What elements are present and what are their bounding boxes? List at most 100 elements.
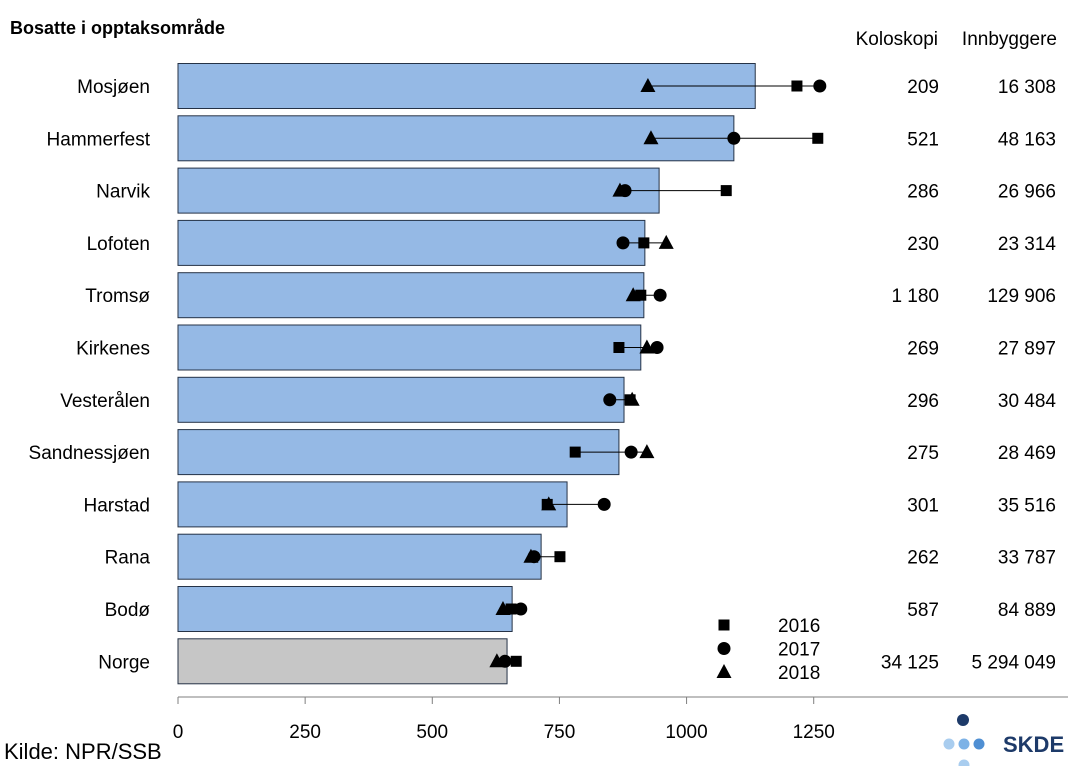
marker-2017 — [813, 79, 827, 93]
marker-2017 — [624, 445, 638, 459]
innbyggere-value: 5 294 049 — [971, 652, 1056, 673]
legend-marker-2017 — [717, 642, 731, 655]
column-header-koloskopi: Koloskopi — [856, 29, 938, 50]
marker-2016 — [510, 655, 522, 667]
koloskopi-value: 269 — [907, 339, 939, 360]
koloskopi-value: 1 180 — [891, 286, 939, 307]
bar — [177, 429, 620, 476]
innbyggere-value: 33 787 — [998, 548, 1056, 569]
category-label: Sandnessjøen — [29, 443, 150, 464]
innbyggere-value: 23 314 — [998, 234, 1057, 255]
marker-2016 — [554, 551, 566, 563]
logo-text: SKDE — [1003, 732, 1064, 757]
bar-reference — [177, 638, 508, 685]
innbyggere-value: 26 966 — [998, 182, 1056, 203]
x-tick-label: 1250 — [793, 722, 835, 743]
marker-2017 — [514, 602, 528, 616]
marker-2018 — [495, 601, 511, 615]
marker-2018 — [625, 287, 641, 302]
logo-dot — [943, 738, 955, 750]
category-label: Lofoten — [87, 234, 150, 255]
category-label: Harstad — [83, 495, 150, 516]
koloskopi-value: 34 125 — [881, 652, 939, 673]
legend-marker-2016 — [718, 619, 730, 631]
skde-logo: SKDE — [943, 714, 1064, 766]
marker-2016 — [569, 446, 581, 458]
marker-2017 — [653, 288, 667, 302]
marker-2018 — [612, 182, 628, 197]
marker-2017 — [603, 393, 617, 407]
koloskopi-value: 275 — [907, 443, 939, 464]
koloskopi-value: 296 — [907, 391, 939, 412]
koloskopi-value: 521 — [907, 129, 939, 150]
marker-2018 — [658, 234, 674, 249]
marker-2017 — [616, 236, 630, 250]
chart-title: Bosatte i opptaksområde — [10, 18, 225, 38]
bar — [177, 272, 645, 319]
bars — [177, 63, 756, 685]
category-label: Tromsø — [85, 286, 150, 307]
innbyggere-value: 16 308 — [998, 77, 1056, 98]
marker-2017 — [650, 341, 664, 354]
logo-dot — [958, 759, 970, 766]
bar — [177, 376, 625, 423]
legend-label: 2016 — [778, 616, 820, 637]
category-labels: Mosjøen Hammerfest Narvik Lofoten Tromsø Kirk… — [29, 77, 151, 673]
koloskopi-value: 587 — [907, 600, 939, 621]
logo-dot — [973, 738, 985, 750]
source-note: Kilde: NPR/SSB — [4, 739, 162, 764]
innbyggere-value: 35 516 — [998, 495, 1056, 516]
koloskopi-value: 230 — [907, 234, 939, 255]
marker-2018 — [541, 496, 557, 511]
marker-2018 — [624, 391, 640, 406]
category-label: Mosjøen — [77, 77, 150, 98]
marker-2018 — [523, 548, 539, 563]
year-markers — [489, 78, 827, 668]
legend-label: 2017 — [778, 640, 820, 661]
bar — [177, 115, 735, 162]
x-tick-label: 750 — [544, 722, 576, 743]
koloskopi-value: 286 — [907, 182, 939, 203]
legend-label: 2018 — [778, 663, 820, 684]
category-label: Norge — [98, 652, 150, 673]
x-tick-label: 500 — [416, 722, 448, 743]
x-axis: 0 250 500 750 1000 1250 — [173, 696, 1068, 743]
category-label: Kirkenes — [76, 339, 150, 360]
category-label: Vesterålen — [60, 391, 150, 412]
category-label: Narvik — [96, 182, 150, 203]
bar — [177, 219, 646, 266]
koloskopi-value: 262 — [907, 548, 939, 569]
marker-2017 — [597, 497, 611, 511]
innbyggere-value: 129 906 — [987, 286, 1056, 307]
marker-2016 — [791, 80, 803, 92]
marker-2016 — [635, 289, 647, 301]
marker-2016 — [505, 603, 517, 615]
marker-2016 — [613, 342, 625, 353]
category-label: Bodø — [105, 600, 151, 621]
column-header-innbyggere: Innbyggere — [962, 29, 1057, 50]
marker-2018 — [643, 130, 659, 145]
marker-2018 — [639, 339, 655, 354]
marker-2016 — [638, 237, 650, 249]
legend-marker-2018 — [716, 664, 732, 678]
marker-2018 — [640, 78, 656, 92]
innbyggere-value: 27 897 — [998, 339, 1056, 360]
koloskopi-value: 301 — [907, 495, 939, 516]
marker-2016 — [812, 132, 824, 144]
x-tick-label: 250 — [289, 722, 321, 743]
table-values: 209 16 308 521 48 163 286 26 966 230 23 314 1 18… — [881, 77, 1057, 673]
x-tick-label: 0 — [173, 722, 184, 743]
marker-2018 — [639, 444, 655, 459]
koloskopi-value: 209 — [907, 77, 939, 98]
bar — [177, 324, 642, 371]
bar — [177, 481, 568, 528]
marker-2018 — [489, 653, 505, 668]
innbyggere-value: 28 469 — [998, 443, 1056, 464]
bar — [177, 586, 513, 632]
logo-dot — [958, 738, 970, 750]
category-label: Rana — [105, 548, 151, 569]
logo-dot — [957, 714, 969, 726]
innbyggere-value: 30 484 — [998, 391, 1057, 412]
